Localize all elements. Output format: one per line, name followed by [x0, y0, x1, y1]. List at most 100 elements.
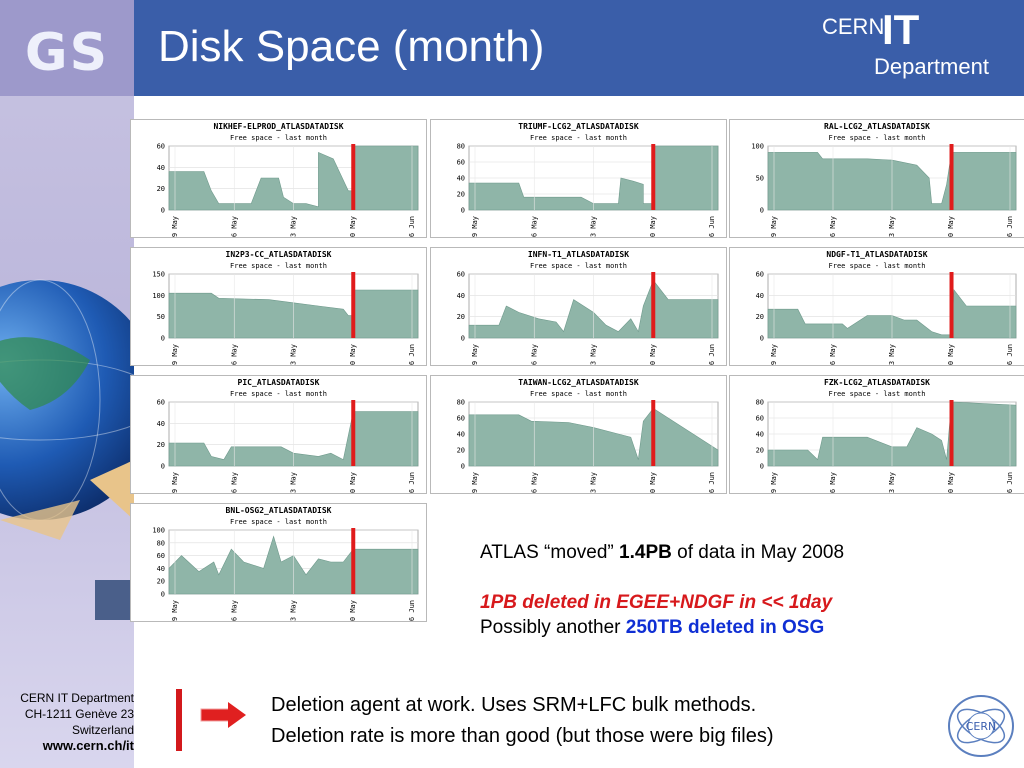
y-tick-label: 0	[760, 463, 764, 471]
x-tick-label: 9 May	[471, 216, 479, 237]
y-tick-label: 50	[157, 313, 165, 321]
y-tick-label: 0	[461, 463, 465, 471]
y-tick-label: 60	[157, 552, 165, 560]
deletion-marker	[949, 272, 954, 338]
free-space-area	[767, 401, 1017, 467]
chart-fzk: FZK-LCG2_ATLASDATADISK Free space - last …	[756, 378, 1017, 493]
x-tick-label: 30 May	[349, 344, 357, 365]
deleted-line: 1PB deleted in EGEE+NDGF in << 1day	[480, 592, 833, 613]
chart-ral: RAL-LCG2_ATLASDATADISK Free space - last …	[751, 122, 1017, 237]
y-tick-label: 100	[751, 143, 764, 151]
chart-nikhef: NIKHEF-ELPROD_ATLASDATADISK Free space - …	[157, 122, 419, 237]
chart-in2p3: IN2P3-CC_ATLASDATADISK Free space - last …	[152, 250, 419, 365]
spacer	[480, 565, 1000, 590]
x-tick-label: 16 May	[530, 472, 538, 493]
x-tick-label: 23 May	[290, 472, 298, 493]
y-tick-label: 60	[756, 271, 764, 279]
x-tick-label: 6 Jun	[708, 216, 716, 237]
y-tick-label: 100	[152, 292, 165, 300]
cern-emblem-icon: CERN	[948, 695, 1014, 757]
chart-panel: NDGF-T1_ATLASDATADISK Free space - last m…	[729, 247, 1024, 366]
deletion-marker	[651, 144, 656, 210]
y-tick-label: 0	[161, 591, 165, 599]
x-tick-label: 30 May	[649, 216, 657, 237]
y-tick-label: 20	[756, 313, 764, 321]
y-tick-label: 40	[756, 292, 764, 300]
x-tick-label: 16 May	[230, 344, 238, 365]
y-tick-label: 80	[157, 539, 165, 547]
chart-panel: TAIWAN-LCG2_ATLASDATADISK Free space - la…	[430, 375, 727, 494]
y-tick-label: 60	[457, 271, 465, 279]
chart-pic: PIC_ATLASDATADISK Free space - last month…	[157, 378, 419, 493]
x-tick-label: 16 May	[530, 344, 538, 365]
x-tick-label: 6 Jun	[1006, 472, 1014, 493]
chart-subtitle: Free space - last month	[230, 262, 327, 270]
footer-note-line: Deletion rate is more than good (but tho…	[271, 725, 774, 747]
deletion-marker	[351, 400, 356, 466]
y-tick-label: 20	[457, 191, 465, 199]
deletion-marker	[651, 272, 656, 338]
chart-panel: FZK-LCG2_ATLASDATADISK Free space - last …	[729, 375, 1024, 494]
chart-title: BNL-OSG2_ATLASDATADISK	[226, 506, 332, 515]
chart-title: FZK-LCG2_ATLASDATADISK	[824, 378, 930, 387]
chart-title: PIC_ATLASDATADISK	[238, 378, 320, 387]
x-tick-label: 6 Jun	[708, 472, 716, 493]
chart-subtitle: Free space - last month	[530, 134, 627, 142]
website-link[interactable]: www.cern.ch/it	[42, 738, 134, 753]
x-tick-label: 6 Jun	[408, 344, 416, 365]
it-label: IT	[882, 6, 920, 53]
x-tick-label: 6 Jun	[1006, 216, 1014, 237]
globe-illustration	[0, 279, 134, 620]
department-label: Department	[874, 54, 989, 79]
y-tick-label: 40	[756, 431, 764, 439]
chart-panel: NIKHEF-ELPROD_ATLASDATADISK Free space - …	[130, 119, 427, 238]
x-tick-label: 6 Jun	[708, 344, 716, 365]
chart-panel: TRIUMF-LCG2_ATLASDATADISK Free space - la…	[430, 119, 727, 238]
moved-suffix: of data in May 2008	[671, 542, 845, 563]
x-tick-label: 16 May	[230, 600, 238, 621]
y-tick-label: 40	[457, 431, 465, 439]
chart-subtitle: Free space - last month	[230, 390, 327, 398]
y-tick-label: 50	[756, 175, 764, 183]
x-tick-label: 9 May	[171, 600, 179, 621]
chart-subtitle: Free space - last month	[530, 262, 627, 270]
chart-ndgf: NDGF-T1_ATLASDATADISK Free space - last m…	[756, 250, 1017, 365]
x-tick-label: 30 May	[649, 344, 657, 365]
y-tick-label: 100	[152, 527, 165, 535]
chart-subtitle: Free space - last month	[230, 518, 327, 526]
summary-note: ATLAS “moved” 1.4PB of data in May 2008 …	[480, 540, 1000, 640]
chart-panel: IN2P3-CC_ATLASDATADISK Free space - last …	[130, 247, 427, 366]
deletion-marker	[351, 144, 356, 210]
chart-title: IN2P3-CC_ATLASDATADISK	[226, 250, 332, 259]
y-tick-label: 60	[157, 399, 165, 407]
x-tick-label: 23 May	[290, 600, 298, 621]
x-tick-label: 23 May	[590, 216, 598, 237]
address-line: CERN IT Department	[20, 691, 134, 705]
free-space-area	[767, 289, 1017, 339]
x-tick-label: 23 May	[888, 216, 896, 237]
chart-bnl: BNL-OSG2_ATLASDATADISK Free space - last …	[152, 506, 419, 621]
deletion-marker	[651, 400, 656, 466]
x-tick-label: 16 May	[230, 216, 238, 237]
x-tick-label: 23 May	[888, 344, 896, 365]
chart-panel: PIC_ATLASDATADISK Free space - last month…	[130, 375, 427, 494]
x-tick-label: 16 May	[230, 472, 238, 493]
free-space-area	[468, 145, 719, 211]
y-tick-label: 60	[157, 143, 165, 151]
footer-note: Deletion agent at work. Uses SRM+LFC bul…	[271, 690, 774, 752]
marker-legend-bar	[176, 689, 182, 751]
x-tick-label: 30 May	[349, 216, 357, 237]
y-tick-label: 80	[457, 399, 465, 407]
y-tick-label: 20	[157, 185, 165, 193]
chart-taiwan: TAIWAN-LCG2_ATLASDATADISK Free space - la…	[457, 378, 719, 493]
page-title: Disk Space (month)	[158, 22, 545, 71]
x-tick-label: 23 May	[590, 344, 598, 365]
chart-triumf: TRIUMF-LCG2_ATLASDATADISK Free space - la…	[457, 122, 719, 237]
svg-text:CERN: CERN	[966, 720, 997, 733]
x-tick-label: 9 May	[171, 472, 179, 493]
x-tick-label: 30 May	[947, 344, 955, 365]
chart-title: RAL-LCG2_ATLASDATADISK	[824, 122, 930, 131]
x-tick-label: 23 May	[590, 472, 598, 493]
y-tick-label: 40	[457, 175, 465, 183]
sidebar: GS	[0, 0, 134, 768]
